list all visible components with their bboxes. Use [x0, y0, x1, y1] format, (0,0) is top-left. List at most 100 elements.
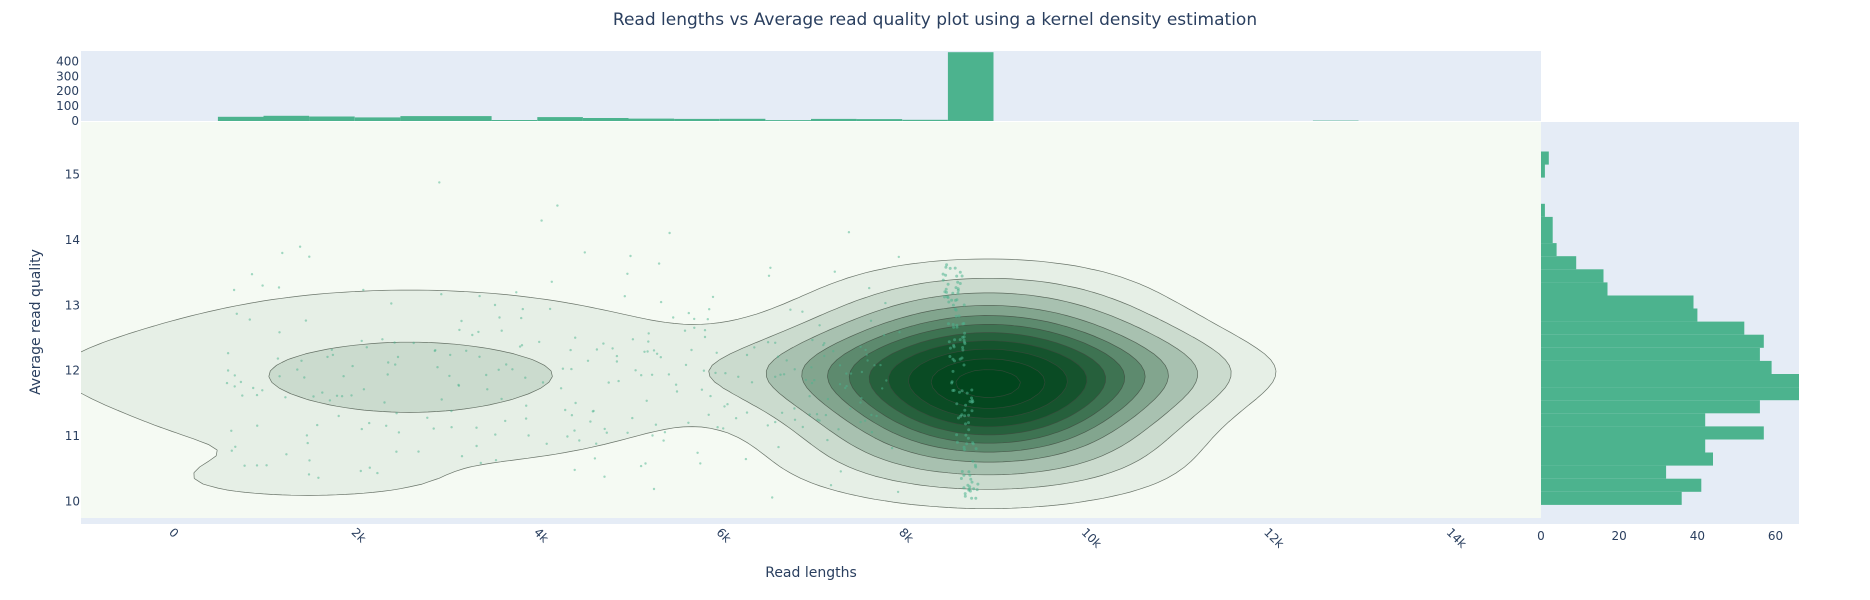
scatter-point — [859, 401, 862, 404]
scatter-point — [945, 290, 948, 294]
kde-contour-line — [827, 315, 1146, 453]
right-histogram-bar — [1541, 203, 1545, 217]
scatter-point — [793, 407, 796, 410]
scatter-point — [957, 416, 960, 420]
scatter-point — [520, 316, 523, 320]
y-tick-label: 14 — [65, 233, 80, 247]
scatter-point — [578, 439, 581, 442]
right-histogram-bar — [1541, 439, 1706, 453]
scatter-point — [471, 333, 474, 337]
kde-contour-line — [765, 292, 1198, 476]
scatter-point — [955, 440, 959, 444]
scatter-point — [943, 295, 946, 299]
scatter-point — [360, 427, 363, 431]
right-histogram-bar — [1541, 308, 1698, 322]
scatter-point — [525, 404, 528, 407]
right-histogram-bar — [1541, 426, 1764, 440]
scatter-point — [278, 331, 281, 334]
scatter-point — [261, 284, 264, 287]
y-axis-ticks: 10 11 12 13 14 15 — [65, 167, 80, 508]
scatter-point — [957, 314, 961, 318]
x-tick-label: 12k — [1261, 525, 1287, 551]
scatter-point — [847, 231, 851, 234]
scatter-point — [789, 308, 792, 311]
scatter-point — [351, 364, 354, 368]
scatter-point — [312, 395, 315, 398]
scatter-point — [948, 346, 952, 350]
scatter-point — [316, 423, 319, 427]
y-tick-label: 13 — [65, 298, 80, 312]
scatter-point — [810, 381, 814, 385]
scatter-point — [545, 442, 548, 445]
scatter-point — [966, 483, 970, 487]
scatter-point — [955, 323, 959, 327]
scatter-point — [583, 251, 586, 254]
scatter-point — [239, 380, 243, 384]
scatter-point — [440, 293, 443, 296]
scatter-point — [956, 280, 960, 284]
scatter-point — [702, 369, 706, 372]
scatter-point — [643, 350, 646, 353]
scatter-point — [962, 486, 966, 490]
scatter-point — [654, 423, 658, 426]
kde-contour-line — [868, 332, 1106, 436]
scatter-point — [956, 291, 960, 295]
scatter-point — [823, 354, 826, 358]
scatter-point — [383, 401, 386, 404]
scatter-point — [498, 316, 501, 319]
scatter-point — [822, 343, 825, 347]
scatter-point — [829, 484, 833, 487]
scatter-point — [707, 413, 710, 416]
top-histogram-y-tick-label: 400 — [56, 54, 79, 68]
scatter-point — [962, 445, 966, 449]
scatter-point — [250, 273, 254, 276]
scatter-point — [863, 419, 867, 422]
scatter-point — [866, 359, 869, 362]
scatter-point — [538, 340, 541, 344]
right-histogram-bar — [1541, 230, 1553, 244]
top-histogram-bar — [628, 118, 675, 121]
scatter-point — [233, 385, 236, 388]
scatter-point — [574, 401, 577, 405]
scatter-point — [233, 374, 236, 377]
scatter-point — [804, 378, 808, 382]
main-plot-background — [81, 122, 1541, 518]
scatter-point — [808, 413, 811, 416]
top-histogram-bar — [811, 118, 857, 121]
scatter-point — [960, 274, 964, 278]
scatter-point — [726, 403, 729, 406]
scatter-point — [500, 329, 503, 332]
scatter-point — [951, 291, 955, 295]
scatter-point — [951, 323, 955, 326]
chart-title: Read lengths vs Average read quality plo… — [613, 10, 1257, 30]
scatter-point — [780, 411, 784, 414]
scatter-point — [559, 387, 563, 390]
kde-contour-line — [268, 277, 1232, 490]
scatter-point — [655, 352, 659, 355]
scatter-point — [766, 341, 770, 344]
scatter-point — [308, 255, 311, 258]
scatter-point — [675, 390, 679, 393]
top-histogram-bar — [765, 120, 811, 121]
top-histogram-bar — [537, 117, 583, 121]
scatter-point — [589, 420, 592, 423]
y-tick-label: 11 — [65, 429, 80, 443]
scatter-point — [298, 245, 302, 248]
scatter-point — [561, 367, 565, 370]
scatter-point — [944, 287, 948, 291]
scatter-point — [276, 357, 280, 360]
scatter-point — [340, 395, 344, 398]
scatter-point — [460, 455, 464, 458]
scatter-point — [824, 413, 828, 417]
scatter-point — [645, 399, 648, 402]
scatter-point — [494, 433, 497, 436]
scatter-points — [225, 181, 980, 500]
scatter-point — [477, 330, 480, 334]
scatter-point — [753, 346, 756, 349]
scatter-point — [845, 384, 848, 388]
scatter-point — [941, 272, 945, 276]
scatter-point — [744, 457, 748, 461]
scatter-point — [700, 388, 704, 391]
scatter-point — [663, 431, 667, 434]
